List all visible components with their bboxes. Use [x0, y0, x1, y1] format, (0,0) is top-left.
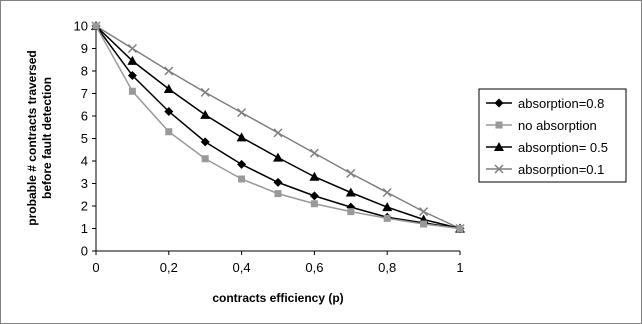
data-point — [164, 66, 174, 76]
y-axis-title: probable # contracts traversedbefore fau… — [25, 50, 54, 225]
data-point — [127, 43, 137, 54]
series-absorption-0-1 — [91, 21, 465, 234]
x-axis-title: contracts efficiency (p) — [212, 291, 343, 305]
legend-item: absorption=0.1 — [486, 162, 604, 177]
y-tick-label: 0 — [81, 244, 88, 259]
y-axis-title-line: probable # contracts traversed — [25, 50, 39, 225]
y-tick-label: 9 — [81, 41, 88, 56]
legend-label: absorption=0.8 — [518, 96, 604, 111]
data-point — [200, 137, 210, 147]
data-point — [238, 175, 246, 183]
x-marker-stroke — [164, 66, 174, 76]
y-tick-label: 6 — [81, 109, 88, 124]
data-point — [200, 87, 210, 97]
data-point — [128, 87, 136, 95]
legend-item: no absorption — [486, 118, 597, 133]
legend-label: absorption= 0.5 — [518, 140, 608, 155]
legend-marker — [494, 98, 504, 108]
data-point — [309, 171, 320, 181]
data-point — [346, 168, 356, 178]
series-line — [95, 25, 461, 230]
x-marker-stroke — [494, 164, 504, 174]
series-absorption-0-5 — [91, 21, 465, 233]
data-point — [236, 132, 247, 142]
data-point — [237, 108, 247, 118]
data-point — [345, 187, 356, 197]
data-point — [127, 71, 137, 80]
legend-marker — [494, 142, 504, 151]
y-tick-label: 3 — [81, 176, 88, 191]
x-marker-stroke — [127, 43, 137, 54]
data-point — [237, 159, 247, 169]
legend: absorption=0.8 no absorption absorption= 0… — [478, 88, 627, 183]
data-point — [310, 200, 318, 208]
legend-label: absorption=0.1 — [518, 162, 604, 177]
x-marker-stroke — [237, 108, 247, 118]
y-tick-label: 10 — [74, 19, 88, 34]
x-tick-label: 0,8 — [378, 260, 396, 275]
x-marker-stroke — [273, 128, 283, 138]
data-point — [456, 225, 464, 232]
y-axis-title-line: before fault detection — [40, 77, 54, 199]
data-point — [201, 155, 209, 163]
data-point — [274, 190, 282, 198]
data-point — [165, 128, 173, 136]
data-point — [163, 84, 174, 93]
legend-marker — [495, 121, 503, 129]
y-tick-label: 8 — [81, 64, 88, 79]
x-tick-label: 0,6 — [305, 260, 323, 275]
x-marker-stroke — [382, 187, 392, 198]
data-point — [127, 55, 138, 65]
legend-marker — [494, 164, 504, 174]
data-point — [92, 22, 100, 30]
y-tick-label: 7 — [81, 86, 88, 101]
data-point — [420, 220, 428, 228]
legend-item: absorption= 0.5 — [486, 140, 608, 155]
x-tick-label: 0 — [92, 260, 99, 275]
x-marker-stroke — [200, 87, 210, 97]
legend-label: no absorption — [518, 118, 597, 133]
x-tick-label: 1 — [456, 260, 463, 275]
data-point — [382, 202, 393, 212]
series-line — [95, 25, 461, 230]
data-point — [383, 214, 391, 222]
data-point — [419, 207, 429, 217]
legend-item: absorption=0.8 — [486, 96, 604, 111]
series-line — [95, 25, 461, 230]
data-point — [273, 128, 283, 138]
data-point — [382, 187, 392, 198]
x-marker-stroke — [309, 148, 319, 158]
series-line — [95, 25, 461, 230]
series-no-absorption — [92, 22, 464, 232]
data-point — [273, 177, 283, 187]
data-point — [164, 107, 174, 116]
x-tick-label: 0,4 — [233, 260, 251, 275]
y-tick-label: 2 — [81, 199, 88, 214]
y-tick-label: 4 — [81, 154, 88, 169]
y-tick-label: 1 — [81, 221, 88, 236]
legend-box — [478, 88, 627, 183]
x-marker-stroke — [419, 207, 429, 217]
data-point — [200, 109, 211, 119]
y-tick-label: 5 — [81, 131, 88, 146]
data-point — [273, 152, 283, 162]
x-marker-stroke — [346, 168, 356, 178]
x-tick-label: 0,2 — [160, 260, 178, 275]
series-absorption-0-8 — [91, 21, 465, 233]
data-point — [347, 208, 355, 216]
data-point — [309, 191, 319, 201]
data-point — [309, 148, 319, 158]
